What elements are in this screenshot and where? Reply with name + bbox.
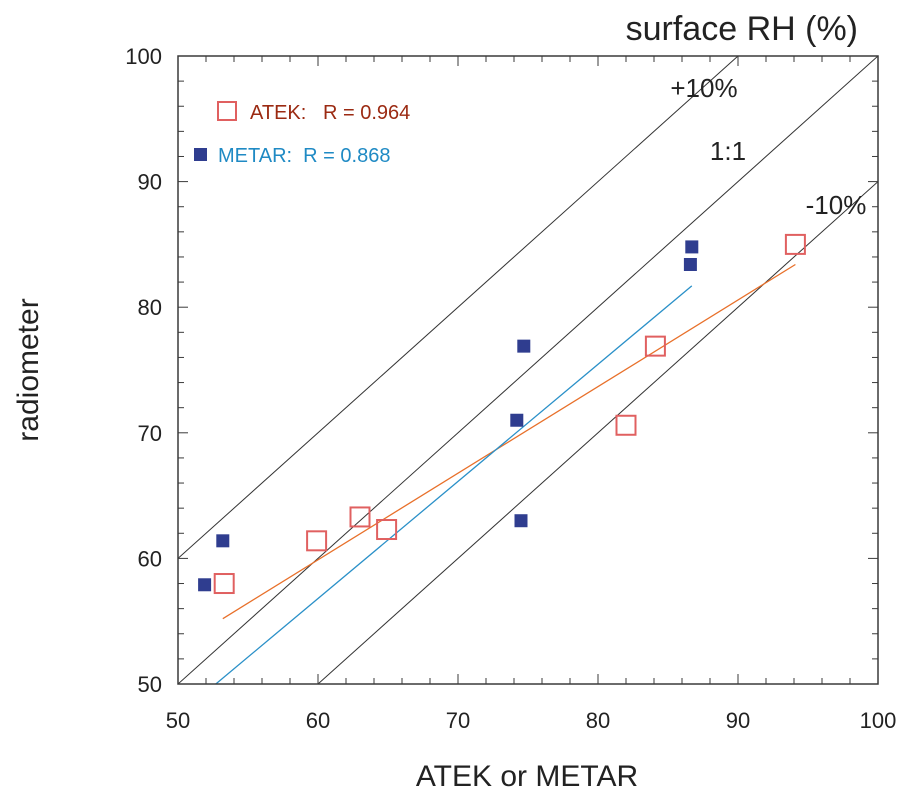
legend-atek-label: ATEK: R = 0.964 (250, 102, 410, 124)
point-metar (216, 534, 230, 548)
reference-line-1 (178, 56, 878, 684)
y-tick-label: 80 (138, 295, 162, 320)
axis-ticks: 50 60 70 80 90 100 50 60 70 80 90 100 (125, 44, 896, 733)
point-atek (644, 335, 666, 357)
legend-metar-label: METAR: R = 0.868 (218, 145, 390, 167)
point-atek (349, 506, 371, 528)
reference-line-0 (178, 56, 739, 559)
x-tick-label: 100 (860, 708, 897, 733)
fit-line-metar (215, 285, 693, 684)
plot-frame (177, 55, 879, 685)
y-tick-label: 90 (138, 170, 162, 195)
point-metar (198, 578, 212, 592)
x-tick-label: 60 (306, 708, 330, 733)
x-tick-label: 70 (446, 708, 470, 733)
y-tick-label: 60 (138, 546, 162, 571)
reference-line-label-1: 1:1 (710, 136, 746, 166)
point-metar (683, 257, 697, 271)
point-atek (213, 573, 235, 595)
y-tick-label: 100 (125, 44, 162, 69)
legend: ATEK: R = 0.964 METAR: R = 0.868 (194, 101, 410, 167)
x-tick-label: 80 (586, 708, 610, 733)
point-metar (514, 514, 528, 528)
y-axis-title: radiometer (12, 298, 45, 441)
fit-lines (215, 263, 796, 684)
chart-title: surface RH (%) (626, 10, 858, 48)
fit-line-atek (222, 263, 796, 620)
reference-line-label-2: -10% (806, 190, 867, 220)
y-tick-label: 50 (138, 672, 162, 697)
legend-metar-marker (194, 148, 207, 161)
y-tick-label: 70 (138, 421, 162, 446)
data-points (198, 233, 806, 595)
point-atek (784, 233, 806, 255)
x-tick-label: 50 (166, 708, 190, 733)
point-metar (517, 339, 531, 353)
x-axis-title: ATEK or METAR (416, 760, 638, 793)
point-metar (685, 240, 699, 254)
x-tick-label: 90 (726, 708, 750, 733)
point-atek (306, 530, 328, 552)
point-metar (510, 413, 524, 427)
point-atek (376, 519, 398, 541)
point-atek (615, 414, 637, 436)
reference-line-2 (317, 181, 878, 684)
reference-line-label-0: +10% (670, 73, 737, 103)
legend-atek-marker (217, 101, 237, 121)
